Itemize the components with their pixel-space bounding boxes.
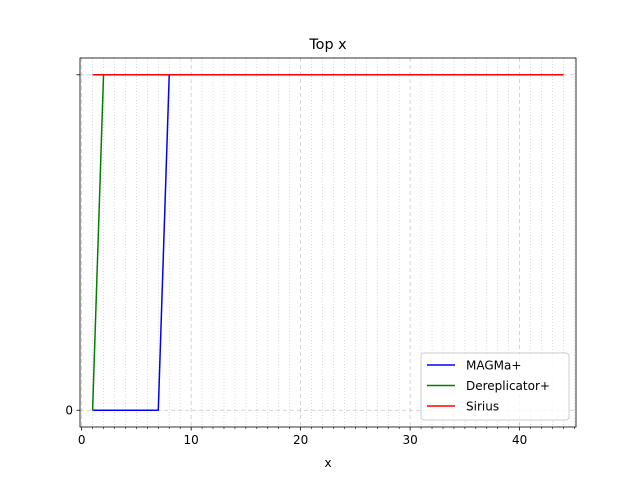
- x-tick-label: 30: [402, 433, 417, 447]
- legend-box: [420, 352, 570, 421]
- x-axis-label: x: [324, 456, 331, 470]
- x-tick-label: 0: [78, 433, 86, 447]
- legend: MAGMa+ Dereplicator+ Sirius: [420, 352, 570, 421]
- legend-label: Dereplicator+: [466, 379, 550, 393]
- x-tick-label: 40: [512, 433, 527, 447]
- x-tick-label: 10: [183, 433, 198, 447]
- legend-label: MAGMa+: [466, 358, 521, 372]
- axis-ticks: 0 10 20 30 40 0: [65, 74, 575, 447]
- y-tick-label: 0: [65, 404, 73, 418]
- chart-title: Top x: [308, 37, 347, 53]
- plot-frame: [79, 57, 577, 428]
- plot-lines: [91, 74, 564, 411]
- x-tick-label: 20: [293, 433, 308, 447]
- legend-label: Sirius: [466, 399, 499, 413]
